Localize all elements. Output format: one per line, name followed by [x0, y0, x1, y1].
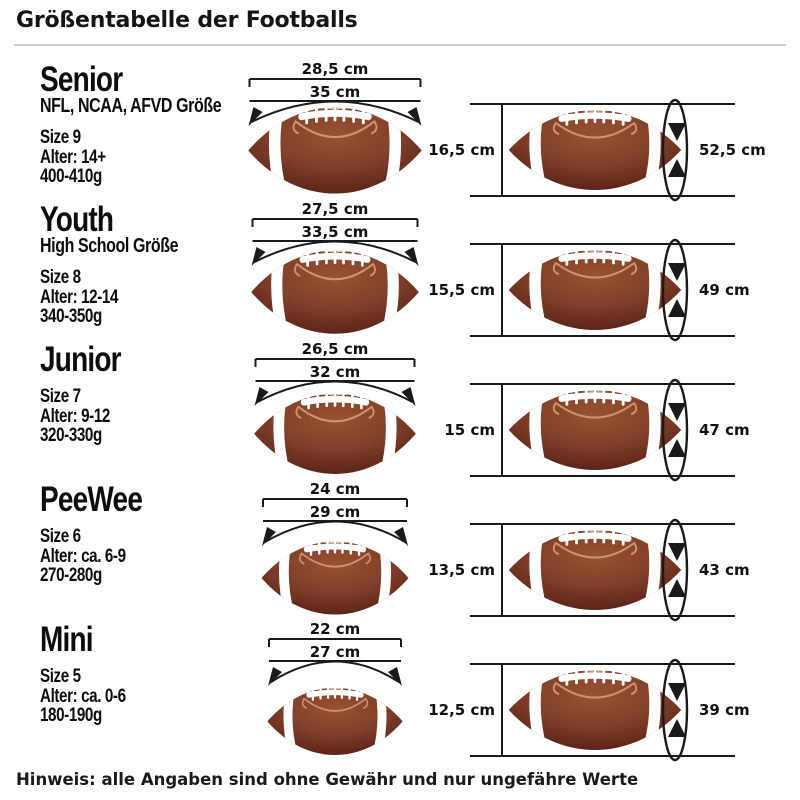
football-illustration [254, 392, 416, 476]
height-diagram: 15,5 cm 49 cm [428, 238, 750, 342]
football-illustration [509, 109, 681, 193]
row-weight: 400-410g [40, 166, 102, 187]
arrow-down-icon [668, 543, 686, 561]
row-info: PeeWee Size 6 Alter: ca. 6-9 270-280g [40, 480, 143, 586]
row-age: Alter: ca. 6-9 [40, 545, 126, 567]
circumference-ring [661, 378, 689, 482]
length-diagram: 26,5 cm 32 cm [230, 340, 440, 490]
row-size: Size 6 [40, 526, 81, 547]
height-diagram: 13,5 cm 43 cm [428, 518, 750, 622]
height-label: 15,5 cm [428, 281, 495, 299]
row-title: PeeWee [40, 480, 143, 519]
long-circumference-label: 35 cm [310, 83, 361, 101]
row-title: Senior [40, 60, 123, 99]
length-label: 28,5 cm [302, 60, 369, 78]
circumference-ring [661, 658, 689, 762]
row-subtitle: NFL, NCAA, AFVD Größe [40, 95, 222, 117]
title-divider [14, 44, 786, 46]
circumference-ring [661, 518, 689, 622]
row-size: Size 7 [40, 386, 81, 407]
height-label: 13,5 cm [428, 561, 495, 579]
row-weight: 270-280g [40, 565, 102, 586]
height-label: 15 cm [444, 421, 495, 439]
row-age: Alter: 12-14 [40, 286, 118, 308]
arrow-down-icon [668, 263, 686, 281]
long-circumference-label: 27 cm [310, 643, 361, 661]
short-circumference-label: 39 cm [699, 701, 750, 719]
row-age: Alter: 14+ [40, 146, 106, 168]
arrow-down-icon [668, 683, 686, 701]
length-label: 22 cm [310, 620, 361, 638]
length-diagram: 24 cm 29 cm [230, 480, 440, 630]
long-circumference-label: 29 cm [310, 503, 361, 521]
height-diagram: 12,5 cm 39 cm [428, 658, 750, 762]
circumference-arc-arrow [254, 240, 416, 263]
row-title: Youth [40, 200, 114, 239]
row-size: Size 9 [40, 127, 81, 148]
football-illustration [262, 540, 409, 616]
circumference-ring [661, 98, 689, 202]
row-title: Mini [40, 620, 94, 659]
long-circumference-label: 32 cm [310, 363, 361, 381]
row-info: Youth High School Größe Size 8 Alter: 12… [40, 200, 179, 327]
short-circumference-label: 52,5 cm [699, 141, 766, 159]
height-diagram: 16,5 cm 52,5 cm [428, 98, 766, 202]
short-circumference-label: 47 cm [699, 421, 750, 439]
size-row-senior: Senior NFL, NCAA, AFVD Größe Size 9 Alte… [0, 60, 800, 202]
football-illustration [509, 529, 681, 613]
football-illustration [267, 687, 402, 757]
length-label: 26,5 cm [302, 340, 369, 358]
circumference-arc-arrow [264, 520, 406, 543]
circumference-arc-arrow [257, 380, 413, 403]
height-diagram: 15 cm 47 cm [444, 378, 750, 482]
size-row-youth: Youth High School Größe Size 8 Alter: 12… [0, 200, 800, 342]
row-size: Size 5 [40, 666, 81, 687]
row-info: Junior Size 7 Alter: 9-12 320-330g [40, 340, 122, 446]
arrow-up-icon [668, 579, 686, 597]
size-row-peewee: PeeWee Size 6 Alter: ca. 6-9 270-280g 24… [0, 480, 800, 622]
row-size: Size 8 [40, 267, 81, 288]
football-illustration [251, 249, 419, 336]
disclaimer-note: Hinweis: alle Angaben sind ohne Gewähr u… [16, 770, 639, 789]
size-row-junior: Junior Size 7 Alter: 9-12 320-330g 26,5 … [0, 340, 800, 482]
row-weight: 340-350g [40, 306, 102, 327]
football-illustration [248, 106, 421, 196]
row-age: Alter: ca. 0-6 [40, 685, 126, 707]
football-illustration [509, 249, 681, 333]
row-subtitle: High School Größe [40, 235, 179, 257]
long-circumference-label: 33,5 cm [302, 223, 369, 241]
short-circumference-label: 49 cm [699, 281, 750, 299]
length-diagram: 27,5 cm 33,5 cm [230, 200, 440, 350]
football-illustration [509, 389, 681, 473]
arrow-down-icon [668, 123, 686, 141]
height-label: 12,5 cm [428, 701, 495, 719]
page-title: Größentabelle der Footballs [16, 8, 358, 33]
row-info: Mini Size 5 Alter: ca. 0-6 180-190g [40, 620, 126, 726]
row-info: Senior NFL, NCAA, AFVD Größe Size 9 Alte… [40, 60, 222, 187]
short-circumference-label: 43 cm [699, 561, 750, 579]
row-weight: 320-330g [40, 425, 102, 446]
row-title: Junior [40, 340, 122, 379]
length-diagram: 22 cm 27 cm [230, 620, 440, 770]
size-row-mini: Mini Size 5 Alter: ca. 0-6 180-190g 22 c… [0, 620, 800, 762]
circumference-arc-arrow [251, 100, 419, 123]
row-age: Alter: 9-12 [40, 405, 110, 427]
circumference-ring [661, 238, 689, 342]
arrow-up-icon [668, 719, 686, 737]
circumference-arc-arrow [270, 660, 400, 683]
arrow-up-icon [668, 439, 686, 457]
length-diagram: 28,5 cm 35 cm [230, 60, 440, 210]
height-label: 16,5 cm [428, 141, 495, 159]
arrow-down-icon [668, 403, 686, 421]
football-illustration [509, 669, 681, 753]
row-weight: 180-190g [40, 705, 102, 726]
arrow-up-icon [668, 159, 686, 177]
arrow-up-icon [668, 299, 686, 317]
length-label: 27,5 cm [302, 200, 369, 218]
length-label: 24 cm [310, 480, 361, 498]
